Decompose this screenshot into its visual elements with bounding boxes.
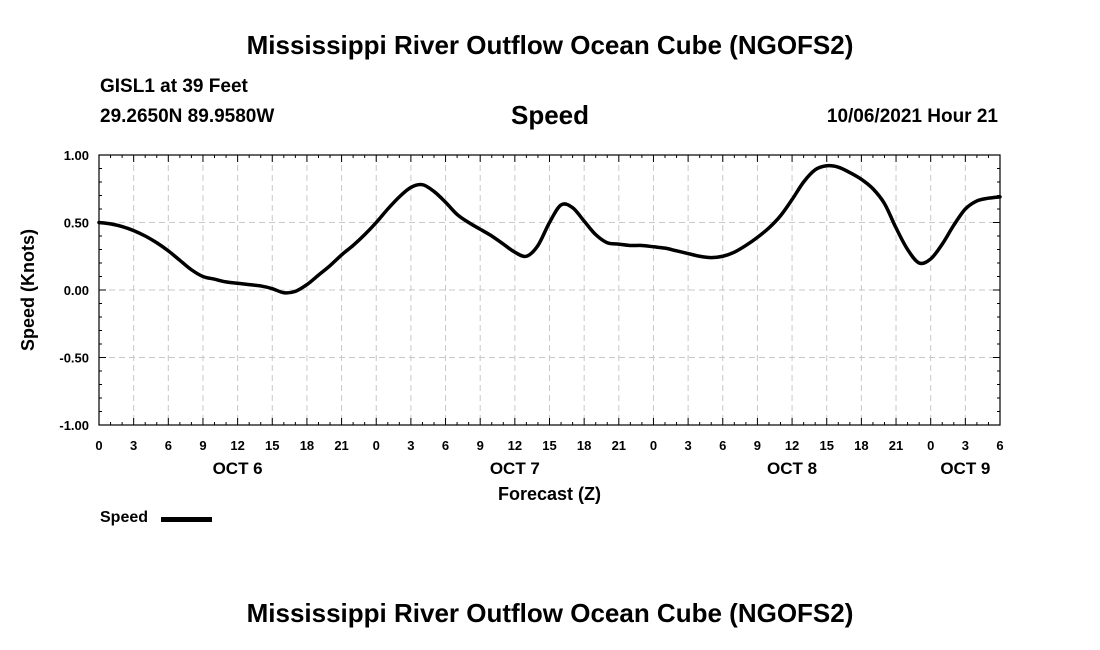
footer-title: Mississippi River Outflow Ocean Cube (NG…	[246, 598, 854, 628]
y-tick-label: -0.50	[59, 351, 89, 366]
x-tick-label: 18	[854, 438, 868, 453]
x-tick-label: 3	[684, 438, 691, 453]
x-tick-label: 9	[477, 438, 484, 453]
x-tick-label: 0	[650, 438, 657, 453]
chart-main-title: Mississippi River Outflow Ocean Cube (NG…	[246, 30, 854, 60]
station-coordinates: 29.2650N 89.9580W	[100, 106, 275, 127]
axes	[98, 154, 1001, 426]
station-name: GISL1 at 39 Feet	[100, 76, 248, 97]
x-tick-label: 21	[612, 438, 626, 453]
x-tick-label: 15	[265, 438, 279, 453]
legend-line-swatch	[161, 517, 212, 522]
y-tick-label: -1.00	[59, 418, 89, 433]
x-tick-label: 12	[230, 438, 244, 453]
x-day-label: OCT 9	[940, 459, 990, 478]
x-tick-label: 15	[542, 438, 556, 453]
x-day-label: OCT 7	[490, 459, 540, 478]
x-tick-label: 15	[819, 438, 833, 453]
x-axis-title: Forecast (Z)	[498, 484, 601, 504]
x-tick-label: 3	[962, 438, 969, 453]
x-tick-label: 9	[199, 438, 206, 453]
x-tick-label: 3	[407, 438, 414, 453]
x-tick-label: 9	[754, 438, 761, 453]
y-tick-label: 0.00	[64, 283, 89, 298]
y-tick-label: 0.50	[64, 216, 89, 231]
x-tick-label: 3	[130, 438, 137, 453]
x-tick-label: 0	[927, 438, 934, 453]
variable-title: Speed	[510, 100, 590, 130]
x-tick-label: 6	[996, 438, 1003, 453]
series-line-speed	[97, 163, 1002, 295]
x-day-label: OCT 6	[213, 459, 263, 478]
legend-label: Speed	[100, 509, 149, 526]
x-tick-label: 18	[577, 438, 591, 453]
x-tick-label: 21	[889, 438, 903, 453]
y-axis-title: Speed (Knots)	[18, 229, 38, 351]
x-day-label: OCT 8	[767, 459, 817, 478]
x-tick-label: 6	[165, 438, 172, 453]
x-tick-label: 0	[95, 438, 102, 453]
x-tick-label: 6	[719, 438, 726, 453]
series-group	[97, 163, 1002, 295]
x-tick-label: 12	[785, 438, 799, 453]
forecast-datetime: 10/06/2021 Hour 21	[826, 106, 998, 127]
x-tick-label: 21	[334, 438, 348, 453]
x-tick-label: 12	[508, 438, 522, 453]
axis-labels: 0 3 6 9 12 15 18 21 0 3 6 9 12 15 18 21 0 3 6 9 12 15 18 21 0 3 6 -…	[18, 148, 1004, 504]
y-tick-label: 1.00	[64, 148, 89, 163]
x-tick-label: 6	[442, 438, 449, 453]
grid-lines	[99, 155, 1000, 425]
x-tick-label: 0	[373, 438, 380, 453]
x-tick-label: 18	[300, 438, 314, 453]
